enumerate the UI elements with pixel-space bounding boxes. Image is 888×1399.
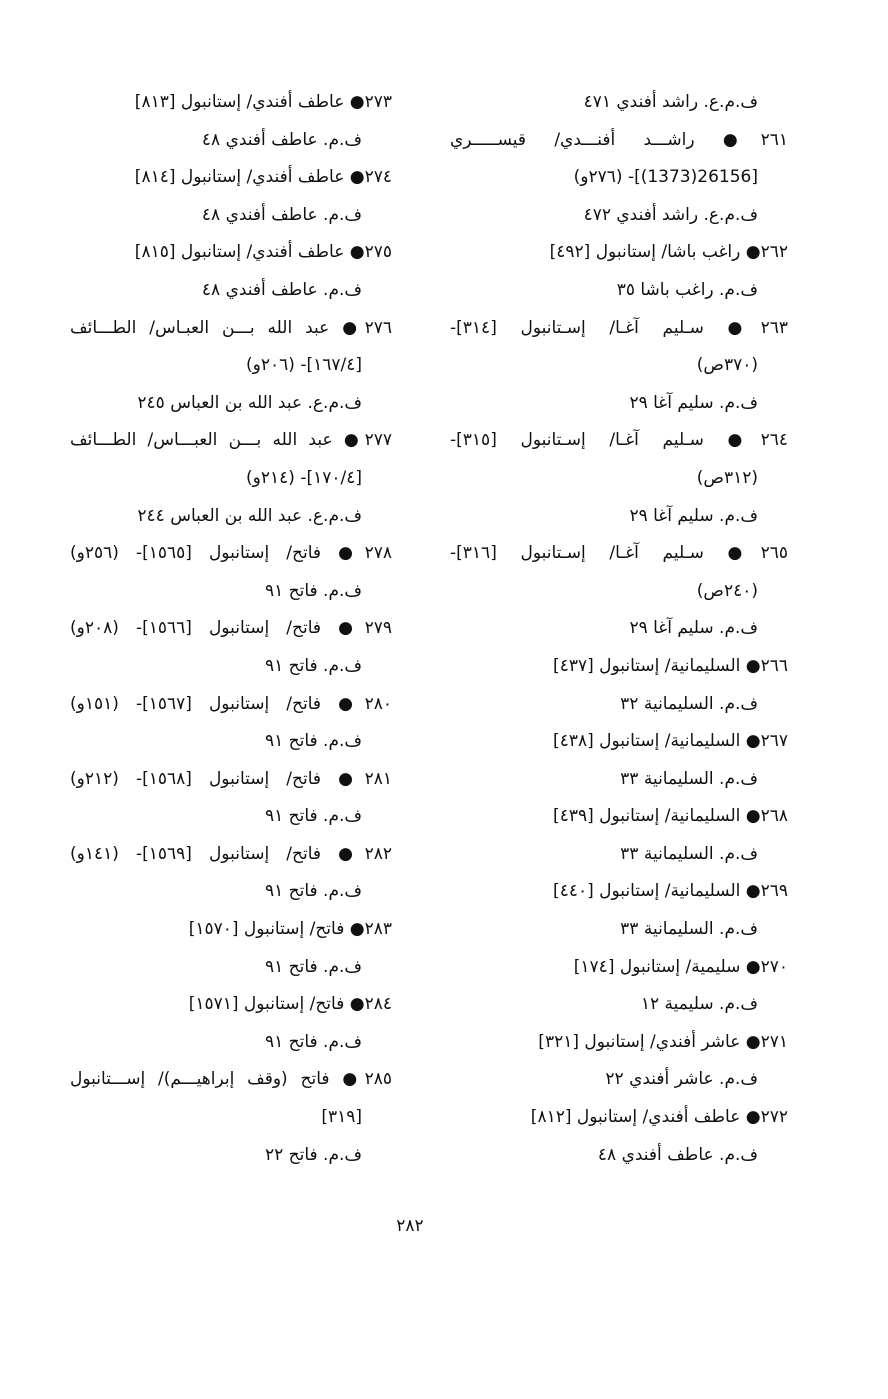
entry-detail: ف.م. فاتح ٩١: [264, 731, 362, 752]
catalog-entry: ٢٧٦● عبد الله بـــن العبـاس/ الطـــائف: [70, 317, 392, 338]
catalog-entry: ٢٦٥● سـليم آغـا/ إسـتانبول [٣١٦]-: [450, 543, 788, 564]
entry-detail: ف.م.ع. راشد أفندي ٤٧١: [583, 92, 758, 112]
entry-continuation: (٢٤٠ص): [696, 580, 758, 601]
entry-continuation: [٣١٩]: [321, 1107, 362, 1128]
entry-continuation: [١٧٠/٤]- (٢١٤و): [246, 467, 362, 488]
entry-detail: ف.م.ع. عبد الله بن العباس ٢٤٥: [137, 392, 362, 413]
catalog-entry: ٢٧٢● عاطف أفندي/ إستانبول [٨١٢]: [530, 1107, 788, 1128]
entry-detail: ف.م. فاتح ٩١: [264, 580, 362, 601]
right-column: ف.م.ع. راشد أفندي ٤٧١ ٢٦١● راشـــد أفنـــ…: [450, 84, 788, 1174]
catalog-entry: ٢٦٨● السليمانية/ إستانبول [٤٣٩]: [553, 806, 788, 827]
entry-continuation: (٣١٢ص): [696, 467, 758, 488]
entry-detail: ف.م. فاتح ٩١: [264, 956, 362, 977]
entry-continuation: (٣٧٠ص): [696, 355, 758, 376]
entry-continuation: [26156(1373)]- (٢٧٦و): [573, 167, 758, 188]
entry-detail: ف.م.ع. راشد أفندي ٤٧٢: [583, 204, 758, 225]
entry-detail: ف.م. السليمانية ٣٣: [620, 919, 758, 940]
catalog-entry: ٢٦٤● سـليم آغـا/ إسـتانبول [٣١٥]-: [450, 430, 788, 451]
catalog-entry: ٢٧٥● عاطف أفندي/ إستانبول [٨١٥]: [134, 242, 392, 263]
catalog-entry: ٢٦١● راشـــد أفنـــدي/ قيســـــري: [450, 129, 788, 150]
entry-detail: ف.م. سليم آغا ٢٩: [629, 392, 758, 413]
entry-detail: ف.م. السليمانية ٣٢: [620, 693, 758, 714]
entry-detail: ف.م. عاشر أفندي ٢٢: [605, 1069, 758, 1090]
entry-detail: ف.م. عاطف أفندي ٤٨: [201, 204, 362, 225]
entry-detail: ف.م. عاطف أفندي ٤٨: [201, 279, 362, 300]
catalog-entry: ٢٧٧● عبد الله بـــن العبـــاس/ الطـــائف: [70, 430, 392, 451]
catalog-entry: ٢٨٤● فاتح/ إستانبول [١٥٧١]: [188, 994, 392, 1015]
entry-detail: ف.م. السليمانية ٣٣: [620, 843, 758, 864]
entry-detail: ف.م. فاتح ٢٢: [264, 1144, 362, 1165]
entry-detail: ف.م. سليم آغا ٢٩: [629, 505, 758, 526]
left-column: ٢٧٣● عاطف أفندي/ إستانبول [٨١٣] ف.م. عاطف…: [70, 84, 392, 1174]
page-number: ٢٨٢: [396, 1216, 424, 1236]
catalog-entry: ٢٦٣● سـليم آغـا/ إسـتانبول [٣١٤]-: [450, 317, 788, 338]
entry-detail: ف.م. فاتح ٩١: [264, 1031, 362, 1052]
catalog-entry: ٢٨١● فاتح/ إستانبول [١٥٦٨]- (٢١٢و): [70, 768, 392, 789]
catalog-entry: ٢٨٢● فاتح/ إستانبول [١٥٦٩]- (١٤١و): [70, 843, 392, 864]
catalog-entry: ٢٧١● عاشر أفندي/ إستانبول [٣٢١]: [538, 1031, 788, 1052]
entry-detail: ف.م.ع. عبد الله بن العباس ٢٤٤: [137, 505, 362, 526]
entry-detail: ف.م. سليم آغا ٢٩: [629, 618, 758, 639]
catalog-entry: ٢٨٣● فاتح/ إستانبول [١٥٧٠]: [188, 919, 392, 940]
entry-detail: ف.م. السليمانية ٣٣: [620, 768, 758, 789]
catalog-entry: ٢٧٠● سليمية/ إستانبول [١٧٤]: [573, 956, 788, 977]
catalog-entry: ٢٧٩● فاتح/ إستانبول [١٥٦٦]- (٢٠٨و): [70, 618, 392, 639]
catalog-entry: ٢٧٨● فاتح/ إستانبول [١٥٦٥]- (٢٥٦و): [70, 543, 392, 564]
catalog-entry: ٢٦٢● راغب باشا/ إستانبول [٤٩٢]: [549, 242, 788, 263]
catalog-entry: ٢٨٥● فاتح (وقف إبراهيـــم)/ إســـتانبول: [70, 1069, 392, 1090]
catalog-entry: ٢٦٩● السليمانية/ إستانبول [٤٤٠]: [553, 881, 788, 902]
entry-detail: ف.م. عاطف أفندي ٤٨: [597, 1144, 758, 1165]
entry-detail: ف.م. سليمية ١٢: [640, 994, 758, 1015]
catalog-entry: ٢٦٦● السليمانية/ إستانبول [٤٣٧]: [553, 655, 788, 676]
catalog-entry: ٢٨٠● فاتح/ إستانبول [١٥٦٧]- (١٥١و): [70, 693, 392, 714]
entry-detail: ف.م. عاطف أفندي ٤٨: [201, 129, 362, 150]
entry-detail: ف.م. فاتح ٩١: [264, 655, 362, 676]
catalog-entry: ٢٧٣● عاطف أفندي/ إستانبول [٨١٣]: [134, 92, 392, 112]
entry-detail: ف.م. فاتح ٩١: [264, 806, 362, 827]
catalog-entry: ٢٦٧● السليمانية/ إستانبول [٤٣٨]: [553, 731, 788, 752]
entry-detail: ف.م. فاتح ٩١: [264, 881, 362, 902]
catalog-entry: ٢٧٤● عاطف أفندي/ إستانبول [٨١٤]: [134, 167, 392, 188]
entry-detail: ف.م. راغب باشا ٣٥: [616, 279, 758, 300]
entry-continuation: [١٦٧/٤]- (٢٠٦و): [246, 355, 362, 376]
